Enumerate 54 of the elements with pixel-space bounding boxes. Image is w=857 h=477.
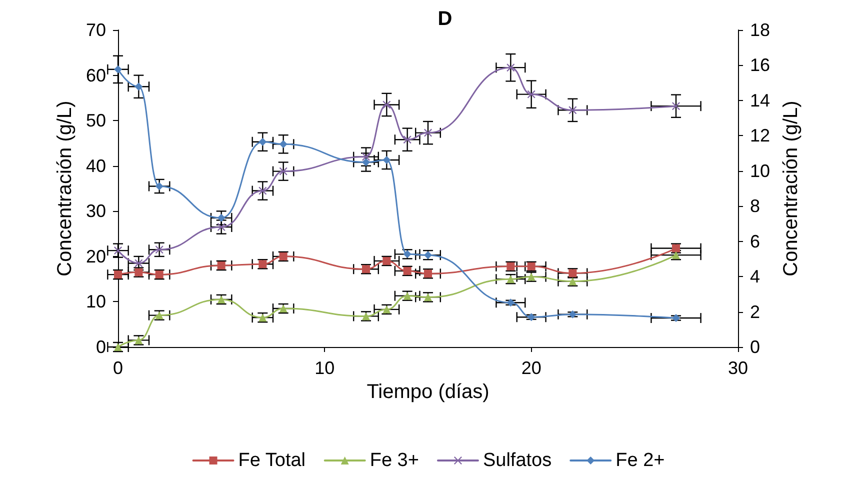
y-tick-label: 10 xyxy=(86,292,106,312)
point xyxy=(134,259,143,268)
y2-tick-label: 12 xyxy=(750,126,770,146)
chart-title: D xyxy=(438,8,452,30)
legend-label: Sulfatos xyxy=(482,450,552,471)
point xyxy=(527,90,536,98)
point xyxy=(568,106,577,114)
y2-tick-label: 4 xyxy=(750,266,760,287)
y2-tick-label: 18 xyxy=(750,20,770,40)
y-axis-title: Concentración (g/L) xyxy=(54,100,76,276)
point xyxy=(362,158,370,166)
point xyxy=(279,140,288,148)
point xyxy=(672,102,680,110)
y2-axis-title: Concentración (g/L) xyxy=(780,100,802,276)
y2-tick-label: 2 xyxy=(750,302,760,322)
legend-label: Fe 3+ xyxy=(370,450,419,471)
y-tick-label: 40 xyxy=(86,156,106,176)
point xyxy=(258,186,267,195)
y-tick-label: 20 xyxy=(86,246,106,266)
y-tick-label: 70 xyxy=(86,20,106,40)
legend-label: Fe Total xyxy=(238,450,306,471)
point xyxy=(382,100,391,109)
point xyxy=(134,82,143,91)
point xyxy=(114,246,122,255)
point xyxy=(155,246,164,254)
point xyxy=(382,156,391,164)
x-tick-label: 10 xyxy=(314,358,335,378)
y2-tick-label: 14 xyxy=(750,90,770,110)
point xyxy=(114,270,122,279)
y-tick-label: 60 xyxy=(86,65,106,86)
point xyxy=(217,214,226,222)
y2-tick-label: 0 xyxy=(750,337,760,357)
point xyxy=(258,138,267,146)
point xyxy=(403,136,412,144)
point xyxy=(279,167,288,176)
y-tick-label: 30 xyxy=(86,201,106,222)
x-tick-label: 20 xyxy=(521,358,542,378)
y2-tick-label: 8 xyxy=(750,196,760,216)
point xyxy=(672,314,680,322)
y2-tick-label: 16 xyxy=(750,55,770,76)
x-tick-label: 30 xyxy=(728,358,748,378)
x-tick-label: 0 xyxy=(112,358,124,378)
point xyxy=(506,64,515,72)
legend-label: Fe 2+ xyxy=(616,450,665,471)
y2-tick-label: 6 xyxy=(750,231,760,252)
point xyxy=(217,222,226,231)
point xyxy=(114,65,122,74)
y2-tick-label: 10 xyxy=(750,160,770,181)
x-axis-title: Tiempo (días) xyxy=(366,380,490,403)
point xyxy=(424,128,432,137)
point xyxy=(362,152,370,161)
y-tick-label: 0 xyxy=(96,337,106,357)
y-tick-label: 50 xyxy=(86,110,106,131)
point xyxy=(155,182,164,190)
